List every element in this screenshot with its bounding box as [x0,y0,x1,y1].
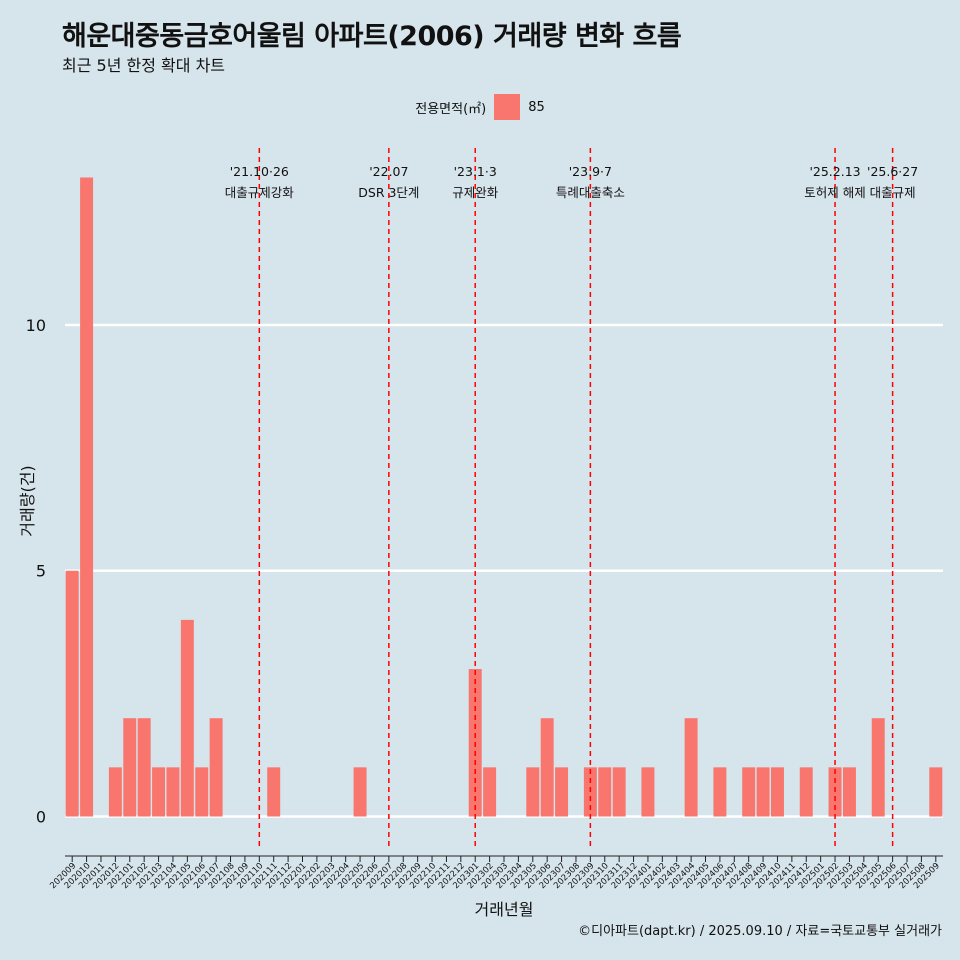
bar [65,570,79,817]
source-caption: ©디아파트(dapt.kr) / 2025.09.10 / 자료=국토교통부 실… [578,924,942,939]
event-label: DSR 3단계 [358,185,419,200]
bar [713,767,727,817]
chart-subtitle: 최근 5년 한정 확대 차트 [62,56,226,75]
bar [756,767,770,817]
bar [137,718,151,817]
legend-swatch [494,94,521,120]
bar [267,767,281,817]
bar [799,767,813,817]
event-date-label: '25.2.13 [809,164,860,179]
bar [555,767,569,817]
bar [180,619,194,817]
y-tick-label: 0 [36,808,46,827]
event-date-label: '23.9·7 [569,164,612,179]
bar [108,767,122,817]
bar [641,767,655,817]
bar [540,718,554,817]
bar [929,767,943,817]
bar [209,718,223,817]
legend: 전용면적(㎡) 85 [0,94,960,120]
y-axis-title: 거래량(건) [18,465,37,536]
bar [871,718,885,817]
bar [166,767,180,817]
x-axis-title: 거래년월 [475,900,534,919]
event-label: 특례대출축소 [556,185,625,200]
bar [598,767,612,817]
bar [742,767,756,817]
event-date-label: '23.1·3 [454,164,497,179]
bar [770,767,784,817]
chart-title: 해운대중동금호어울림 아파트(2006) 거래량 변화 흐름 [62,21,682,52]
event-label: 대출규제 [870,185,916,200]
bar [612,767,626,817]
y-tick-label: 10 [26,316,46,335]
bar [152,767,166,817]
event-date-label: '22.07 [369,164,408,179]
event-label: 대출규제강화 [225,185,295,200]
bar [483,767,497,817]
event-date-label: '21.10·26 [230,164,289,179]
event-label: 토허제 해제 [804,185,865,200]
bar [80,177,94,817]
event-date-label: '25.6·27 [867,164,918,179]
y-tick-label: 5 [36,562,46,581]
legend-item-label: 85 [528,99,545,115]
bar [353,767,367,817]
bar [842,767,856,817]
bar [123,718,137,817]
event-label: 규제완화 [452,185,499,200]
bar [526,767,540,817]
legend-title: 전용면적(㎡) [415,101,487,117]
bar [195,767,209,817]
bar [684,718,698,817]
